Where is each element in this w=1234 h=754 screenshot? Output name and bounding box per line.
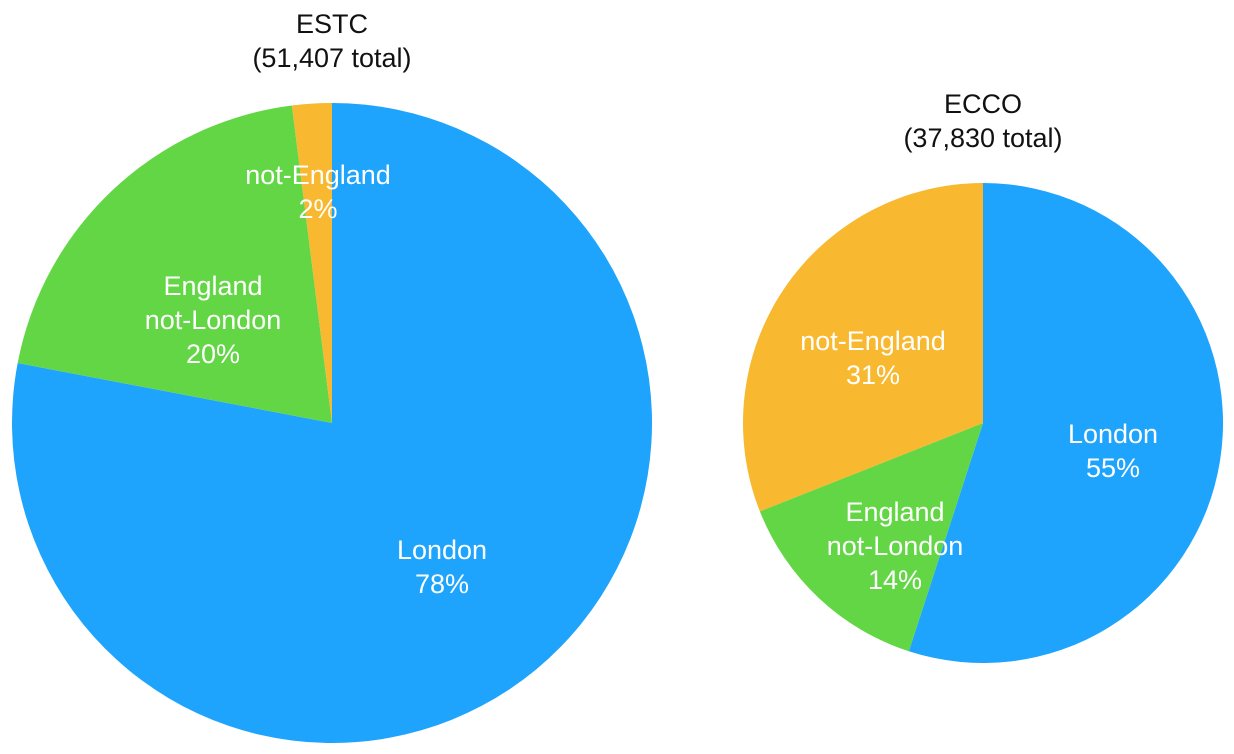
- ecco-pie: ECCO (37,830 total) London 55% England not-…: [742, 89, 1224, 663]
- ecco-title: ECCO: [944, 89, 1022, 119]
- ecco-notengland-label: not-England: [800, 326, 946, 356]
- estc-subtitle: (51,407 total): [252, 43, 411, 73]
- ecco-slice-notengland: [742, 182, 983, 512]
- ecco-notengland-percent: 31%: [846, 360, 900, 390]
- ecco-london-percent: 55%: [1086, 453, 1140, 483]
- ecco-subtitle: (37,830 total): [903, 123, 1062, 153]
- estc-notengland-label: not-England: [245, 160, 391, 190]
- estc-london-label: London: [397, 535, 487, 565]
- estc-notengland-percent: 2%: [298, 194, 337, 224]
- estc-slice-notengland: [291, 103, 332, 423]
- estc-pie: ESTC (51,407 total) London 78% England not-…: [12, 9, 653, 743]
- ecco-england-label: England: [845, 497, 944, 527]
- estc-slice-england: [17, 105, 332, 424]
- estc-england-label: not-London: [145, 305, 282, 335]
- ecco-england-label: not-London: [827, 531, 964, 561]
- ecco-london-label: London: [1068, 419, 1158, 449]
- estc-england-percent: 20%: [186, 339, 240, 369]
- estc-slice-london: [12, 103, 653, 743]
- ecco-slice-london: [908, 183, 1224, 663]
- estc-london-percent: 78%: [415, 569, 469, 599]
- ecco-england-percent: 14%: [868, 565, 922, 595]
- estc-england-label: England: [163, 271, 262, 301]
- estc-title: ESTC: [296, 9, 368, 39]
- ecco-slice-england: [759, 423, 983, 652]
